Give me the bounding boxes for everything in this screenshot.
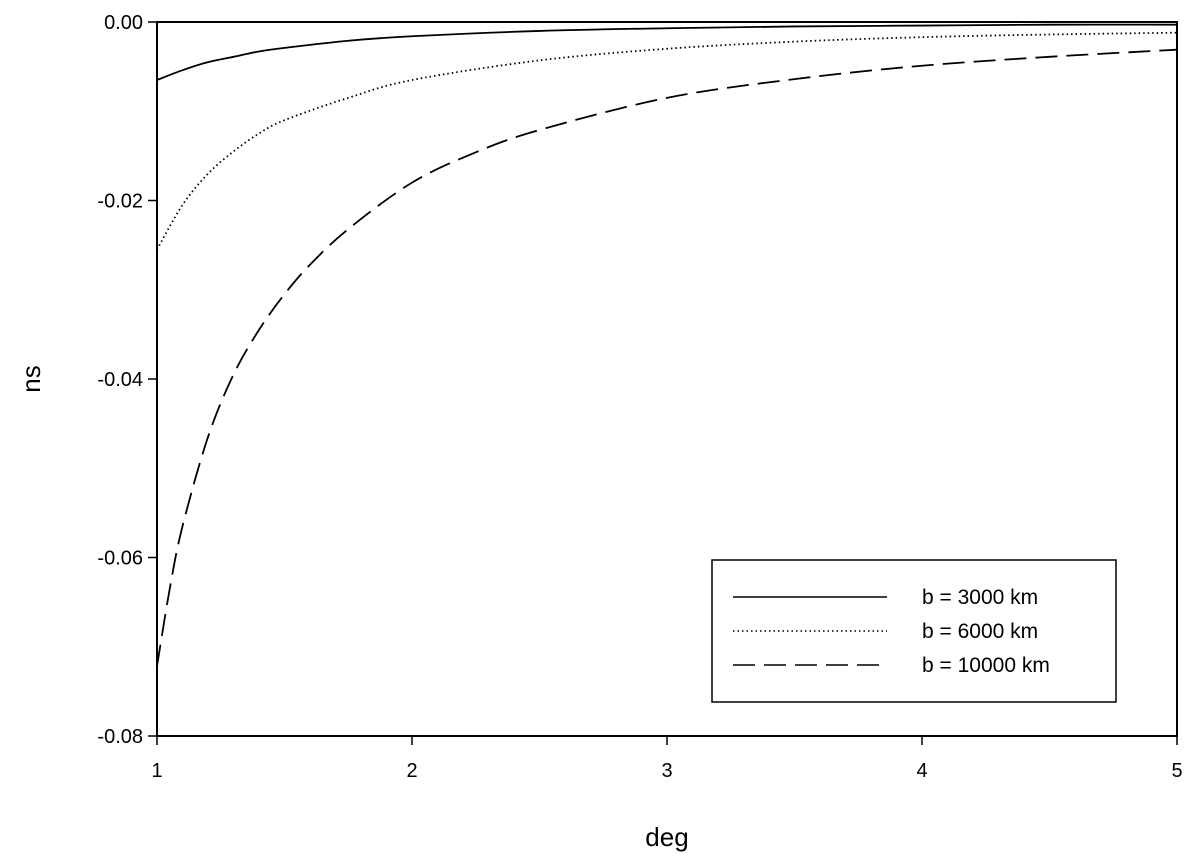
x-tick-label: 1 [151,760,162,782]
series-line-0 [156,23,1178,81]
y-axis-ticks: 0.00 -0.02 -0.04 -0.06 -0.08 [97,12,157,748]
y-axis-title: ns [16,365,46,392]
x-axis-ticks: 1 2 3 4 5 [151,736,1183,782]
series-line-2 [156,48,1178,667]
series-line-1 [156,31,1178,251]
legend-box [711,559,1117,703]
y-tick-label: -0.02 [97,191,143,213]
x-tick-label: 3 [661,760,672,782]
x-tick-label: 2 [406,760,417,782]
y-tick-label: -0.04 [97,369,143,391]
x-tick-label: 4 [916,760,927,782]
y-tick-label: -0.06 [97,548,143,570]
legend: b = 3000 km b = 6000 km b = 10000 km [711,559,1117,703]
y-tick-label: 0.00 [104,12,143,34]
x-axis-title: deg [645,822,688,852]
series-lines [156,23,1178,667]
legend-label-b3000: b = 3000 km [922,586,1038,609]
y-tick-label: -0.08 [97,726,143,748]
x-tick-label: 5 [1171,760,1182,782]
legend-label-b10000: b = 10000 km [922,654,1050,677]
legend-label-b6000: b = 6000 km [922,620,1038,643]
